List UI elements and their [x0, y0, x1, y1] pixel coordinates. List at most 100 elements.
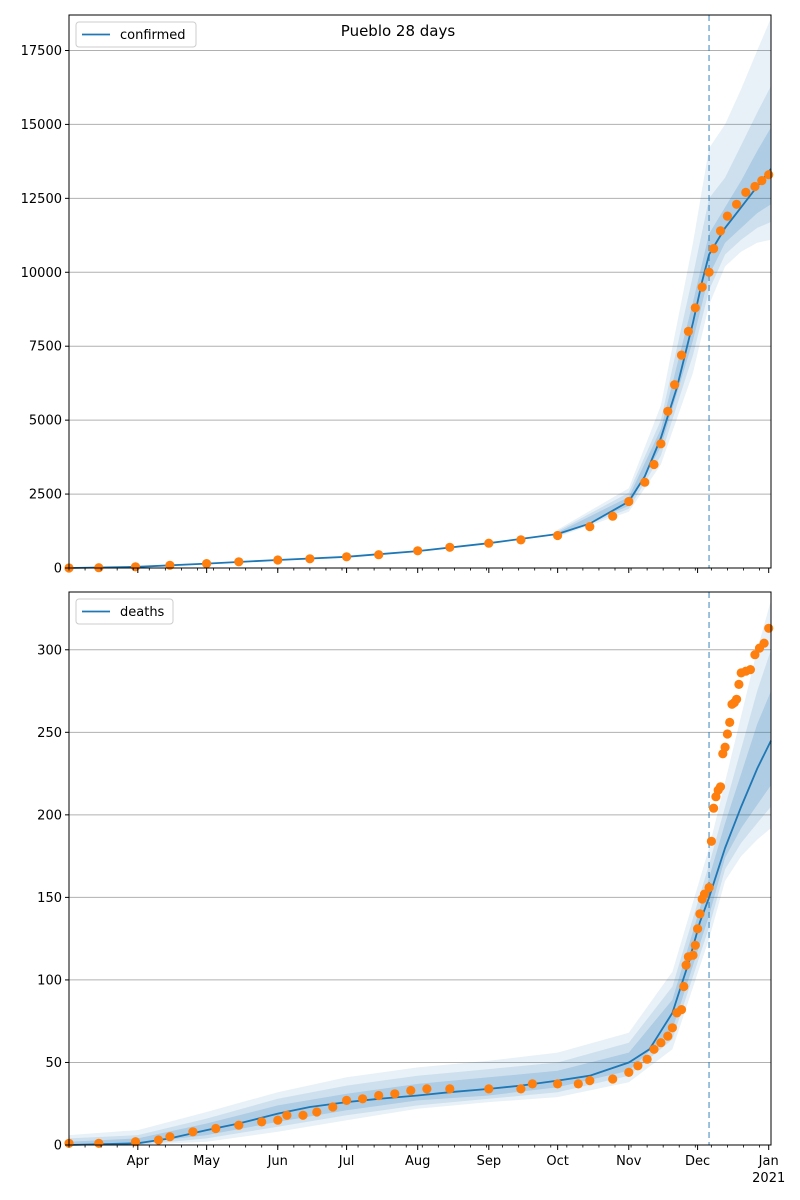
observed-point	[273, 1115, 283, 1125]
x-tick-label: Jun	[267, 1154, 288, 1169]
x-year-label: 2021	[752, 1171, 785, 1186]
observed-point	[709, 803, 719, 813]
legend-box	[75, 598, 174, 625]
deaths-panel: 0 50 100 150 200 250 300 Apr May Jun Jul Aug Sep Oct N…	[37, 591, 785, 1186]
legend-label: confirmed	[120, 28, 186, 43]
observed-point	[130, 562, 141, 572]
observed-point	[342, 1095, 352, 1105]
observed-point	[374, 1090, 384, 1101]
observed-point	[750, 181, 760, 192]
observed-point	[715, 782, 726, 792]
observed-point	[211, 1123, 221, 1134]
observed-point	[642, 1054, 652, 1064]
observed-point	[663, 406, 673, 416]
observed-point	[699, 889, 710, 899]
observed-point	[676, 350, 687, 360]
observed-point	[573, 1079, 583, 1089]
y-tick-label: 12500	[21, 192, 62, 207]
legend: deaths	[75, 598, 174, 625]
observed-point	[298, 1110, 308, 1120]
observed-point	[679, 981, 689, 992]
observed-point	[681, 960, 691, 970]
observed-point	[165, 560, 175, 570]
y-tick-label: 250	[37, 726, 62, 741]
observed-point	[734, 679, 744, 690]
observed-point	[706, 836, 717, 846]
y-tick-label: 100	[37, 973, 62, 988]
observed-point	[202, 559, 212, 569]
observed-point	[764, 623, 774, 633]
observed-point	[358, 1094, 368, 1104]
observed-point	[390, 1089, 400, 1099]
y-tick-label: 10000	[21, 266, 62, 281]
observed-point	[725, 717, 735, 728]
observed-point	[704, 882, 714, 893]
observed-point	[130, 1137, 141, 1147]
observed-point	[445, 542, 455, 552]
legend: confirmed	[75, 21, 197, 48]
observed-point	[757, 176, 767, 186]
observed-point	[553, 1079, 563, 1089]
observed-point	[516, 1084, 526, 1094]
x-tick-label: Apr	[127, 1154, 150, 1169]
figure-title: Pueblo 28 days	[341, 22, 456, 40]
observed-point	[305, 554, 315, 564]
observed-point	[328, 1102, 338, 1112]
y-tick-label: 300	[37, 643, 62, 658]
observed-point	[656, 1038, 666, 1048]
observed-point	[732, 199, 742, 209]
observed-point	[704, 267, 714, 277]
observed-point	[257, 1117, 267, 1127]
observed-point	[667, 1023, 678, 1033]
observed-point	[759, 638, 769, 648]
observed-point	[165, 1132, 175, 1142]
observed-point	[342, 552, 352, 562]
observed-point	[406, 1085, 416, 1096]
observed-point	[312, 1107, 322, 1117]
observed-point	[608, 511, 618, 521]
x-tick-label: Jan	[758, 1154, 779, 1169]
observed-point	[585, 522, 595, 532]
y-tick-label: 0	[54, 562, 62, 577]
observed-point	[484, 538, 494, 548]
x-tick-label: May	[193, 1154, 220, 1169]
observed-point	[94, 1138, 104, 1148]
observed-point	[422, 1084, 432, 1094]
observed-point	[527, 1079, 538, 1089]
observed-point	[741, 187, 751, 197]
y-tick-label: 2500	[29, 488, 62, 503]
observed-point	[695, 909, 705, 919]
observed-point	[374, 550, 384, 560]
observed-point	[656, 439, 666, 449]
observed-point	[764, 170, 774, 180]
observed-point	[688, 950, 698, 960]
observed-point	[624, 1067, 634, 1077]
observed-point	[273, 555, 283, 565]
y-tick-label: 5000	[29, 414, 62, 429]
observed-point	[585, 1076, 595, 1086]
observed-point	[640, 477, 650, 487]
observed-point	[234, 557, 244, 567]
legend-box	[75, 21, 197, 48]
observed-point	[188, 1127, 198, 1137]
observed-point	[608, 1074, 618, 1084]
observed-point	[715, 226, 726, 236]
observed-point	[676, 1005, 687, 1015]
observed-point	[484, 1084, 494, 1094]
y-tick-label: 15000	[21, 118, 62, 133]
observed-point	[413, 546, 423, 556]
observed-point	[690, 303, 700, 313]
observed-point	[663, 1031, 673, 1041]
confirmed-panel: 0 2500 5000 7500 10000 12500 15000 17500 confirm…	[21, 14, 774, 577]
y-tick-label: 17500	[21, 44, 62, 59]
observed-point	[750, 650, 760, 660]
y-tick-label: 0	[54, 1139, 62, 1154]
observed-point	[649, 1044, 659, 1054]
observed-point	[445, 1084, 455, 1094]
y-tick-label: 200	[37, 808, 62, 823]
axes-frame	[68, 14, 772, 569]
legend-label: deaths	[120, 605, 165, 620]
observed-point	[234, 1120, 244, 1130]
observed-point	[722, 211, 733, 221]
observed-point	[670, 380, 680, 390]
